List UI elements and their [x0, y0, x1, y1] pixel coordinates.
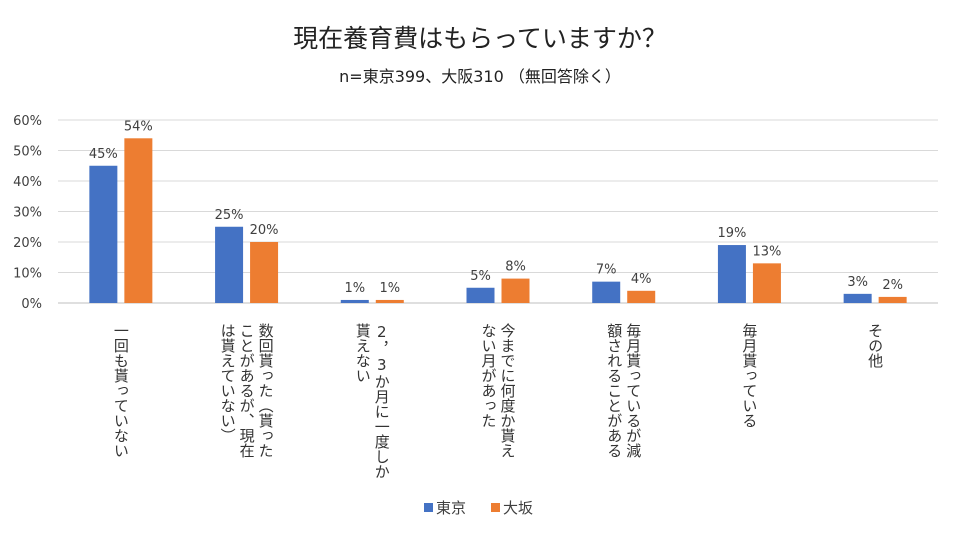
data-label: 19%: [717, 226, 746, 241]
bars: [89, 138, 907, 303]
category-label: 貰えない: [354, 323, 372, 383]
legend-swatch: [491, 503, 500, 512]
data-label: 45%: [89, 147, 118, 162]
data-label: 2%: [882, 278, 903, 293]
bar: [627, 290, 656, 303]
data-label: 1%: [379, 281, 400, 296]
y-tick-label: 60%: [13, 114, 42, 129]
category-label: 一回も貰っていない: [112, 323, 130, 458]
data-label: 13%: [752, 244, 781, 259]
data-label: 7%: [596, 263, 617, 278]
data-label: 3%: [847, 275, 868, 290]
data-label: 25%: [215, 208, 244, 223]
bar: [752, 263, 781, 303]
category-label: 今までに何度か貰え: [499, 323, 517, 458]
bar: [717, 245, 746, 303]
data-label: 5%: [470, 269, 491, 284]
data-label: 54%: [124, 119, 153, 134]
legend-label: 東京: [436, 499, 466, 517]
data-label: 4%: [631, 272, 652, 287]
bar: [375, 299, 404, 303]
bar: [215, 226, 244, 303]
y-tick-label: 0%: [21, 297, 42, 312]
category-label: その他: [866, 323, 884, 369]
legend: 東京 大坂: [424, 499, 533, 517]
data-labels: 45% 54% 25% 20% 1% 1% 5% 8% 7% 4% 19% 13% 3% 2%: [89, 119, 903, 296]
bar: [592, 281, 621, 303]
bar: [878, 296, 907, 303]
category-label: 毎月貰っている: [740, 323, 758, 428]
chart-subtitle: n=東京399、大阪310 （無回答除く）: [339, 67, 621, 86]
category-label: 2，3か月に一度しか: [373, 323, 391, 479]
y-tick-label: 40%: [13, 175, 42, 190]
category-label: ことがあるが、現在: [238, 323, 256, 458]
bar: [124, 138, 153, 303]
bar: [501, 278, 530, 303]
gridlines: [58, 119, 938, 304]
bar: [340, 299, 369, 303]
y-tick-label: 30%: [13, 206, 42, 221]
category-label: 毎月貰っているが減: [624, 323, 642, 459]
data-label: 8%: [505, 260, 526, 275]
data-label: 1%: [344, 281, 365, 296]
y-tick-label: 20%: [13, 236, 42, 251]
legend-label: 大坂: [503, 499, 533, 517]
category-label: 額されることがある: [605, 323, 623, 458]
category-label: ない月があった: [480, 323, 498, 428]
y-tick-label: 10%: [13, 267, 42, 282]
legend-swatch: [424, 503, 433, 512]
chart-title: 現在養育費はもらっていますか？: [293, 24, 667, 53]
category-label: は貰えていない）: [219, 323, 237, 443]
data-label: 20%: [250, 223, 279, 238]
y-tick-label: 50%: [13, 145, 42, 160]
bar: [466, 287, 495, 303]
y-axis-ticks: 0% 10% 20% 30% 40% 50% 60%: [13, 114, 42, 312]
bar: [250, 242, 279, 303]
category-label: 数回貰った（貰った: [257, 323, 275, 458]
bar: [89, 165, 118, 303]
bar: [843, 293, 872, 303]
